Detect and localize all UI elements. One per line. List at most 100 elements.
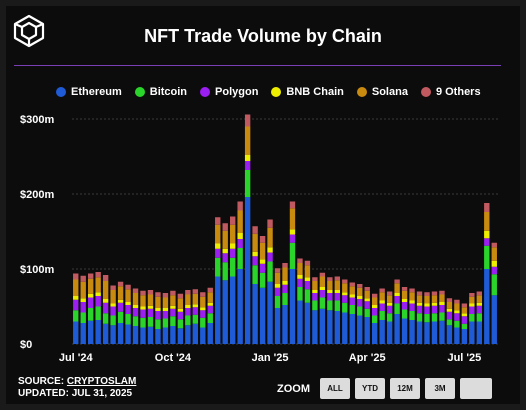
week-bar-stack[interactable] <box>476 291 483 345</box>
week-bar-stack[interactable] <box>304 260 311 344</box>
bar-segment <box>237 201 243 211</box>
bar-segment <box>140 317 146 328</box>
week-bar-stack[interactable] <box>484 203 490 344</box>
legend-label: 9 Others <box>435 86 481 98</box>
week-bar-stack[interactable] <box>185 290 191 344</box>
week-bar-stack[interactable] <box>95 272 101 344</box>
week-bar-stack[interactable] <box>155 292 161 344</box>
bar-segment <box>222 262 228 281</box>
week-bar-stack[interactable] <box>215 217 221 344</box>
zoom-3m-button[interactable]: 3M <box>425 378 455 399</box>
week-bar-stack[interactable] <box>162 293 169 344</box>
week-bar-stack[interactable] <box>297 258 303 345</box>
week-bar-stack[interactable] <box>259 236 266 344</box>
zoom-ytd-button[interactable]: YTD <box>355 378 385 399</box>
bar-segment <box>73 299 79 311</box>
legend-item[interactable]: 9 Others <box>420 86 481 98</box>
week-bar-stack[interactable] <box>409 288 415 345</box>
week-bar-stack[interactable] <box>117 281 124 344</box>
bar-segment <box>312 310 318 344</box>
bar-segment <box>200 307 206 311</box>
week-bar-stack[interactable] <box>454 299 460 344</box>
week-bar-stack[interactable] <box>357 284 363 344</box>
week-bar-stack[interactable] <box>177 293 184 344</box>
bar-segment <box>357 315 363 344</box>
week-bar-stack[interactable] <box>132 288 139 345</box>
week-bar-stack[interactable] <box>267 219 273 345</box>
week-bar-stack[interactable] <box>207 287 213 344</box>
week-bar-stack[interactable] <box>87 273 94 345</box>
week-bar-stack[interactable] <box>319 272 326 344</box>
week-bar-stack[interactable] <box>200 292 206 344</box>
bar-segment <box>185 290 191 295</box>
week-bar-stack[interactable] <box>349 282 355 345</box>
week-bar-stack[interactable] <box>244 114 251 345</box>
week-bar-stack[interactable] <box>289 201 296 345</box>
week-bar-stack[interactable] <box>371 293 378 344</box>
week-bar-stack[interactable] <box>446 298 453 344</box>
bar-segment <box>259 263 266 273</box>
bar-segment <box>185 308 191 316</box>
week-bar-stack[interactable] <box>431 291 438 345</box>
week-bar-stack[interactable] <box>229 216 236 345</box>
source-link[interactable]: CRYPTOSLAM <box>66 376 137 387</box>
zoom-custom-button[interactable] <box>460 378 492 399</box>
bar-segment <box>424 306 430 314</box>
week-bar-stack[interactable] <box>237 201 243 345</box>
week-bar-stack[interactable] <box>274 268 281 344</box>
week-bar-stack[interactable] <box>110 285 116 345</box>
week-bar-stack[interactable] <box>342 279 348 345</box>
zoom-all-button[interactable]: ALL <box>320 378 350 399</box>
bar-segment <box>102 302 109 314</box>
week-bar-stack[interactable] <box>394 279 400 345</box>
zoom-12m-button[interactable]: 12M <box>390 378 420 399</box>
week-bar-stack[interactable] <box>73 273 79 345</box>
bar-segment <box>185 315 191 326</box>
legend-item[interactable]: BNB Chain <box>271 86 344 98</box>
week-bar-stack[interactable] <box>222 223 228 344</box>
week-bar-stack[interactable] <box>469 293 475 344</box>
week-bar-stack[interactable] <box>416 291 423 345</box>
week-bar-stack[interactable] <box>379 288 385 345</box>
week-bar-stack[interactable] <box>401 287 408 344</box>
week-bar-stack[interactable] <box>170 290 176 344</box>
bar-segment <box>342 292 348 296</box>
week-bar-stack[interactable] <box>491 242 497 344</box>
bar-segment <box>140 295 146 307</box>
bar-segment <box>87 308 94 321</box>
week-bar-stack[interactable] <box>102 275 109 344</box>
week-bar-stack[interactable] <box>80 275 86 344</box>
week-bar-stack[interactable] <box>461 303 468 345</box>
week-bar-stack[interactable] <box>424 292 430 344</box>
bar-segment <box>95 296 101 307</box>
bar-segment <box>454 320 460 328</box>
legend-item[interactable]: Solana <box>356 86 408 98</box>
week-bar-stack[interactable] <box>147 290 154 344</box>
legend-label: Solana <box>371 86 408 98</box>
week-bar-stack[interactable] <box>312 277 318 344</box>
bar-segment <box>87 273 94 279</box>
week-bar-stack[interactable] <box>125 284 131 344</box>
week-bar-stack[interactable] <box>252 226 258 344</box>
week-bar-stack[interactable] <box>386 291 393 345</box>
legend-item[interactable]: Bitcoin <box>134 86 187 98</box>
legend-item[interactable]: Ethereum <box>56 86 122 98</box>
bar-segment <box>312 293 318 301</box>
bar-segment <box>73 310 79 322</box>
bar-segment <box>364 301 370 309</box>
bar-segment <box>215 243 221 249</box>
week-bar-stack[interactable] <box>439 290 445 344</box>
week-bar-stack[interactable] <box>140 290 146 344</box>
bar-segment <box>222 253 228 263</box>
bar-segment <box>446 298 453 302</box>
legend-item[interactable]: Polygon <box>200 86 258 98</box>
week-bar-stack[interactable] <box>364 287 370 344</box>
x-tick-label: Jul '25 <box>447 352 481 364</box>
bar-segment <box>484 269 490 344</box>
week-bar-stack[interactable] <box>327 277 333 344</box>
week-bar-stack[interactable] <box>192 289 199 344</box>
week-bar-stack[interactable] <box>334 276 341 345</box>
week-bar-stack[interactable] <box>282 263 288 344</box>
bar-segment <box>364 287 370 291</box>
bar-segment <box>416 302 423 306</box>
